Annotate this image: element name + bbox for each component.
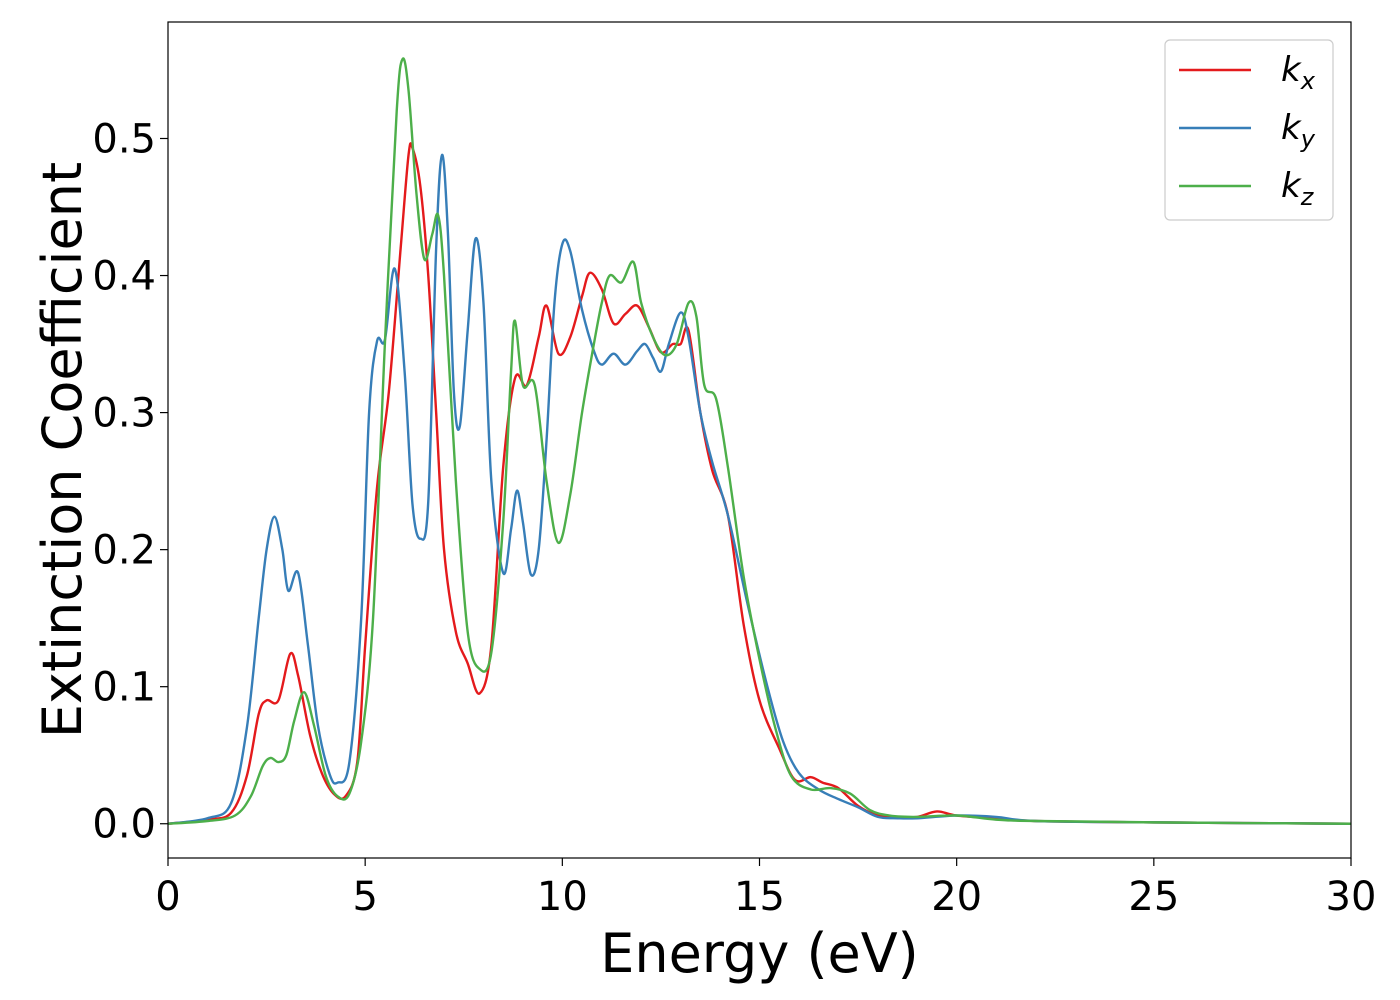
legend-label-ky: ky <box>1281 108 1316 153</box>
y-tick-label: 0.4 <box>92 254 156 300</box>
y-tick-label: 0.2 <box>92 528 156 574</box>
y-tick-label: 0.5 <box>92 116 156 162</box>
legend-label-kx: kx <box>1281 50 1316 95</box>
legend: kx ky kz <box>1164 39 1334 221</box>
legend-label-kz: kz <box>1281 166 1315 211</box>
series-layer <box>168 57 1351 825</box>
x-tick-label: 30 <box>1326 874 1377 920</box>
y-tick-label: 0.1 <box>92 665 156 711</box>
tick-layer: 0 5 10 15 20 25 30 0.0 0.1 0.2 0.3 0.4 0.5 <box>92 116 1376 920</box>
x-tick-label: 10 <box>537 874 588 920</box>
x-tick-label: 15 <box>734 874 785 920</box>
legend-box <box>1164 39 1334 221</box>
y-tick-label: 0.3 <box>92 391 156 437</box>
x-axis-title: Energy (eV) <box>600 922 919 985</box>
x-tick-label: 25 <box>1128 874 1179 920</box>
x-tick-label: 20 <box>931 874 982 920</box>
series-line-ky <box>168 153 1351 825</box>
y-tick-label: 0.0 <box>92 802 156 848</box>
series-line-kz <box>168 57 1351 825</box>
series-line-kx <box>168 142 1351 825</box>
y-axis-title: Extinction Coefficient <box>31 162 94 738</box>
x-tick-label: 5 <box>352 874 377 920</box>
x-tick-label: 0 <box>155 874 180 920</box>
